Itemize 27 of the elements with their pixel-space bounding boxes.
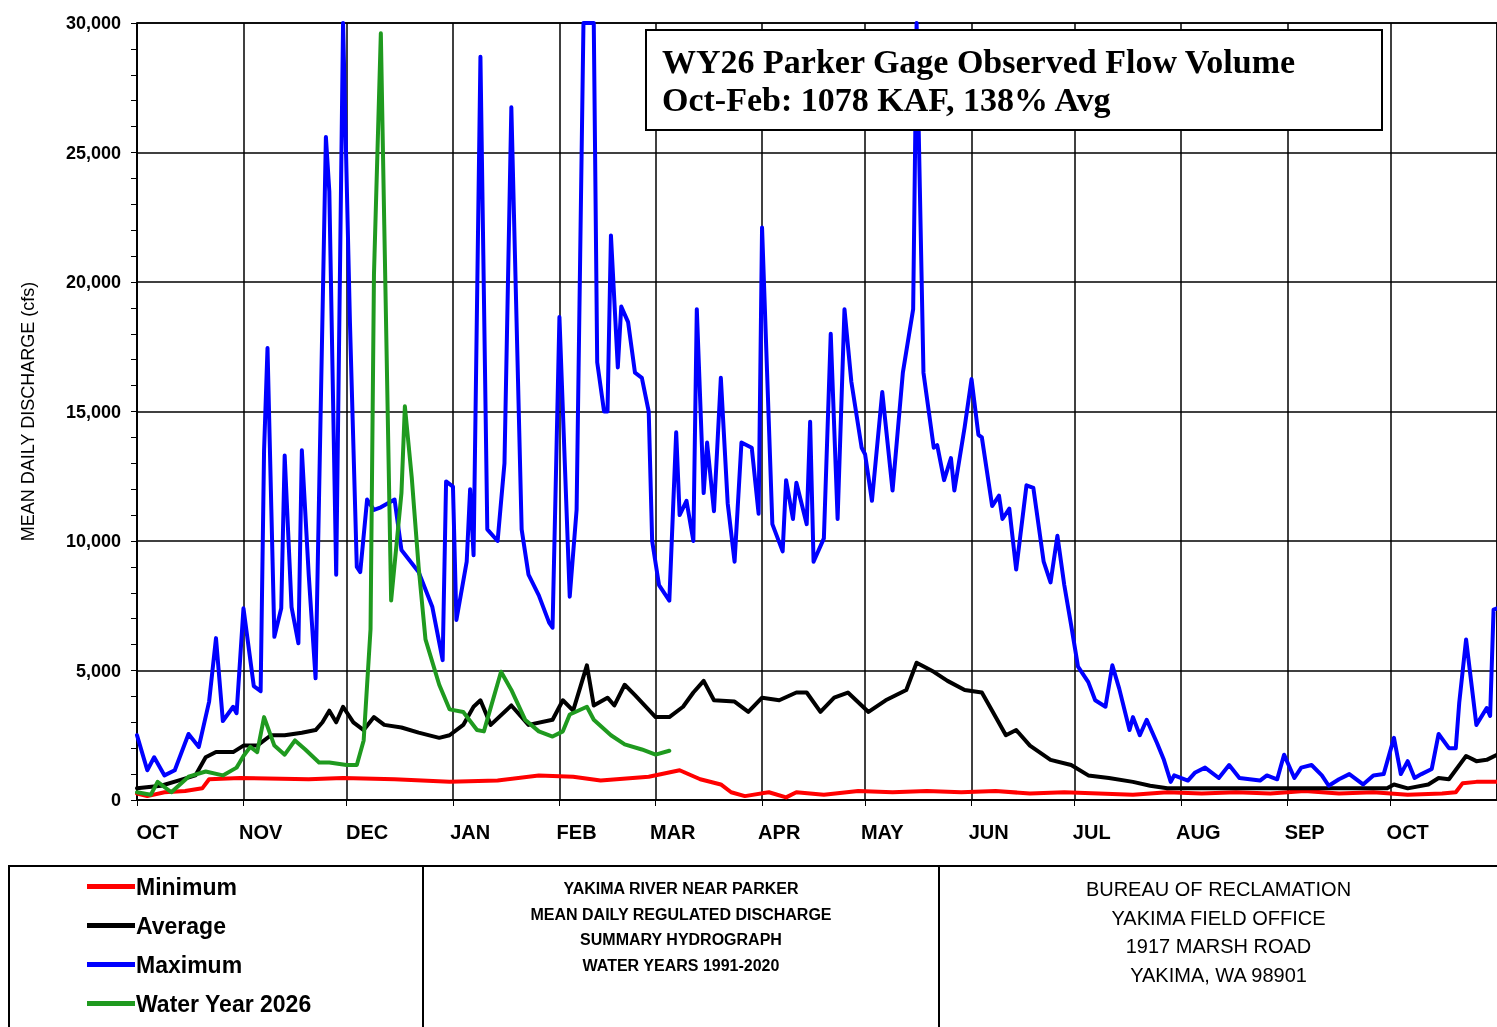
legend-label: Maximum xyxy=(136,951,243,978)
legend-label: Minimum xyxy=(136,873,237,900)
x-tick-label: JUN xyxy=(968,821,1009,843)
x-tick-label: MAR xyxy=(649,821,697,843)
x-tick-label: SEP xyxy=(1284,821,1325,843)
y-tick-label: 0 xyxy=(110,790,121,810)
x-tick-label: DEC xyxy=(345,821,389,843)
legend-label: Water Year 2026 xyxy=(136,990,312,1017)
text: Oct-Feb: 1078 KAF, 138% Avg xyxy=(662,80,1111,118)
y-tick-label: 25,000 xyxy=(65,142,121,163)
x-tick-label: JUL xyxy=(1072,821,1111,843)
x-tick-label: JAN xyxy=(450,821,491,843)
x-tick-label: OCT xyxy=(136,821,179,843)
y-tick-label: 20,000 xyxy=(65,272,121,292)
x-tick-label: AUG xyxy=(1175,821,1221,843)
legend-label: Average xyxy=(136,912,226,939)
text: WY26 Parker Gage Observed Flow Volume xyxy=(662,42,1296,80)
y-tick-label: 5,000 xyxy=(75,660,121,681)
x-tick-label: MAY xyxy=(860,821,905,843)
y-tick-label: 15,000 xyxy=(65,401,121,422)
x-tick-label: FEB xyxy=(556,821,597,843)
y-tick-label: 10,000 xyxy=(65,531,121,551)
y-axis-title: MEAN DAILY DISCHARGE (cfs) xyxy=(18,281,38,542)
x-tick-label: APR xyxy=(758,821,801,843)
x-tick-label: NOV xyxy=(238,821,283,843)
y-tick-label: 30,000 xyxy=(65,13,121,33)
x-tick-label: OCT xyxy=(1386,821,1429,843)
